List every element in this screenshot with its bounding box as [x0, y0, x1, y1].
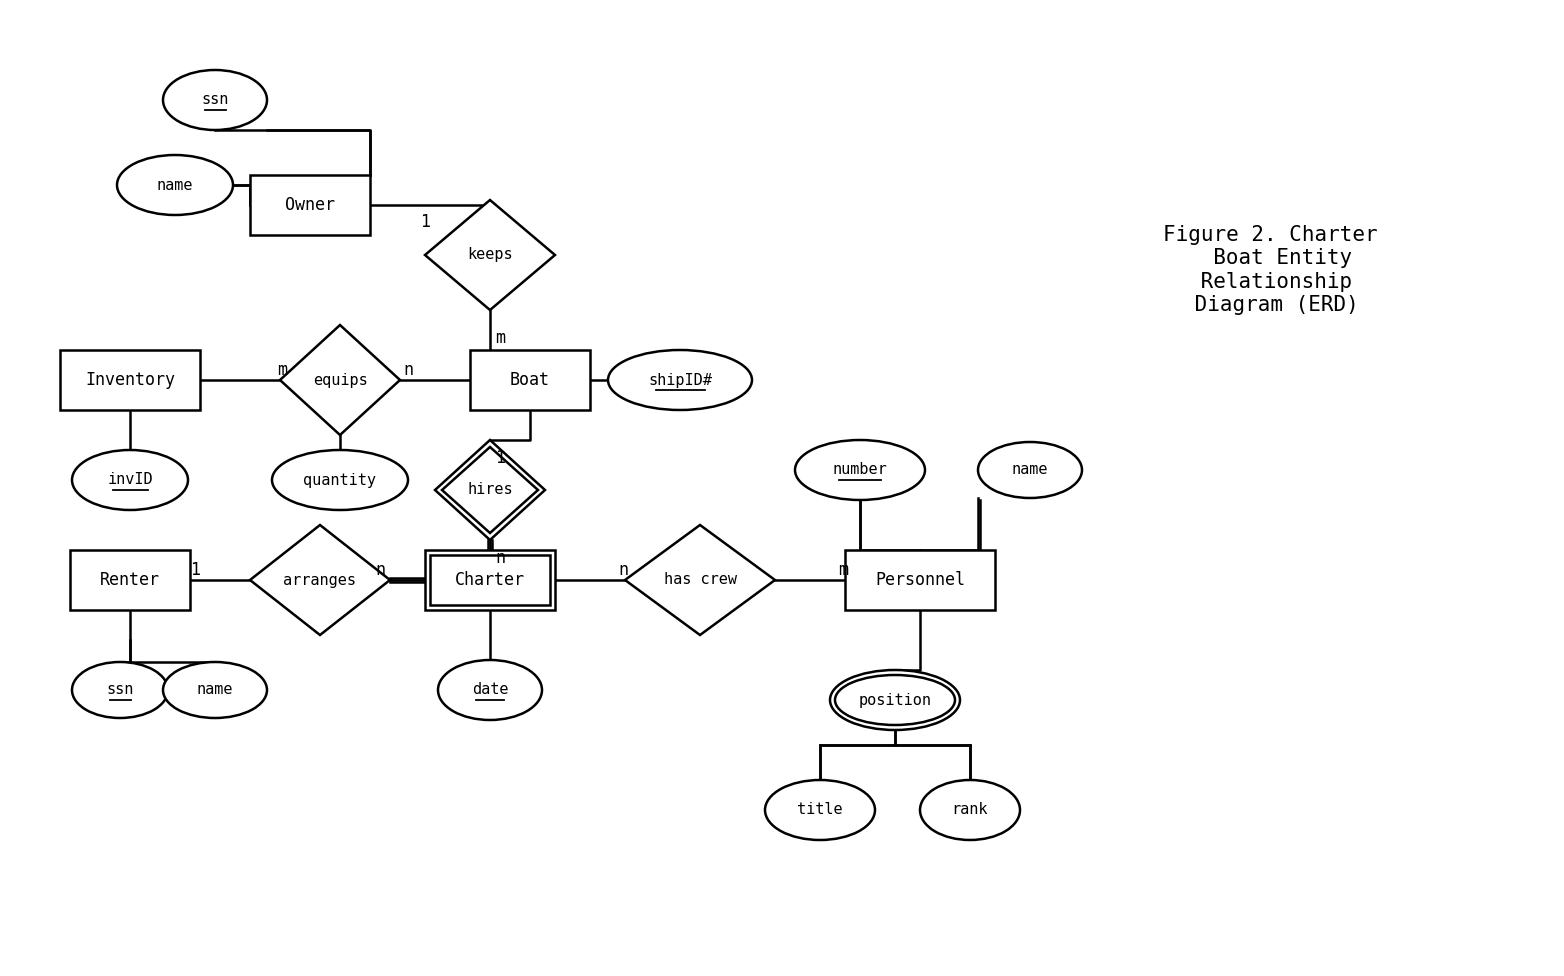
- Text: Charter: Charter: [455, 571, 526, 589]
- Text: has crew: has crew: [663, 573, 737, 588]
- Text: number: number: [832, 463, 887, 477]
- Text: m: m: [838, 561, 848, 579]
- Ellipse shape: [72, 662, 167, 718]
- Text: keeps: keeps: [468, 248, 513, 263]
- Bar: [430, 555, 551, 605]
- Bar: [70, 550, 189, 610]
- Text: n: n: [375, 561, 385, 579]
- Text: hires: hires: [468, 482, 513, 498]
- Text: title: title: [798, 802, 843, 818]
- Text: 1: 1: [421, 213, 430, 231]
- Ellipse shape: [272, 450, 408, 510]
- Text: Inventory: Inventory: [84, 371, 175, 389]
- Ellipse shape: [163, 70, 267, 130]
- Ellipse shape: [920, 780, 1020, 840]
- Text: ssn: ssn: [202, 93, 228, 107]
- Ellipse shape: [765, 780, 874, 840]
- Ellipse shape: [117, 155, 233, 215]
- Text: n: n: [404, 361, 413, 379]
- Text: 1: 1: [189, 561, 200, 579]
- Polygon shape: [250, 525, 389, 635]
- Bar: [59, 350, 200, 410]
- Polygon shape: [280, 325, 400, 435]
- Ellipse shape: [830, 670, 960, 730]
- Text: equips: equips: [313, 373, 368, 387]
- Text: n: n: [494, 549, 505, 567]
- Text: name: name: [156, 178, 194, 192]
- Text: name: name: [1012, 463, 1048, 477]
- Text: arranges: arranges: [283, 573, 357, 588]
- Polygon shape: [626, 525, 776, 635]
- Bar: [845, 550, 995, 610]
- Text: Figure 2. Charter
  Boat Entity
 Relationship
 Diagram (ERD): Figure 2. Charter Boat Entity Relationsh…: [1162, 225, 1378, 315]
- Ellipse shape: [978, 442, 1082, 498]
- Bar: [425, 550, 555, 610]
- Polygon shape: [425, 200, 555, 310]
- Text: name: name: [197, 682, 233, 698]
- Text: invID: invID: [108, 472, 153, 487]
- Text: Personnel: Personnel: [874, 571, 965, 589]
- Text: ssn: ssn: [106, 682, 133, 698]
- Text: quantity: quantity: [303, 472, 377, 487]
- Text: Renter: Renter: [100, 571, 160, 589]
- Text: n: n: [618, 561, 629, 579]
- Ellipse shape: [163, 662, 267, 718]
- Text: 1: 1: [494, 449, 505, 467]
- Text: date: date: [472, 682, 508, 698]
- Text: Owner: Owner: [285, 196, 335, 214]
- Text: m: m: [277, 361, 288, 379]
- Polygon shape: [435, 440, 544, 540]
- Text: Boat: Boat: [510, 371, 551, 389]
- Ellipse shape: [438, 660, 543, 720]
- Bar: [250, 175, 371, 235]
- Ellipse shape: [608, 350, 752, 410]
- Text: position: position: [859, 693, 932, 708]
- Ellipse shape: [795, 440, 924, 500]
- Text: shipID#: shipID#: [647, 373, 712, 387]
- Bar: [471, 350, 590, 410]
- Text: rank: rank: [952, 802, 988, 818]
- Text: m: m: [494, 329, 505, 347]
- Ellipse shape: [72, 450, 188, 510]
